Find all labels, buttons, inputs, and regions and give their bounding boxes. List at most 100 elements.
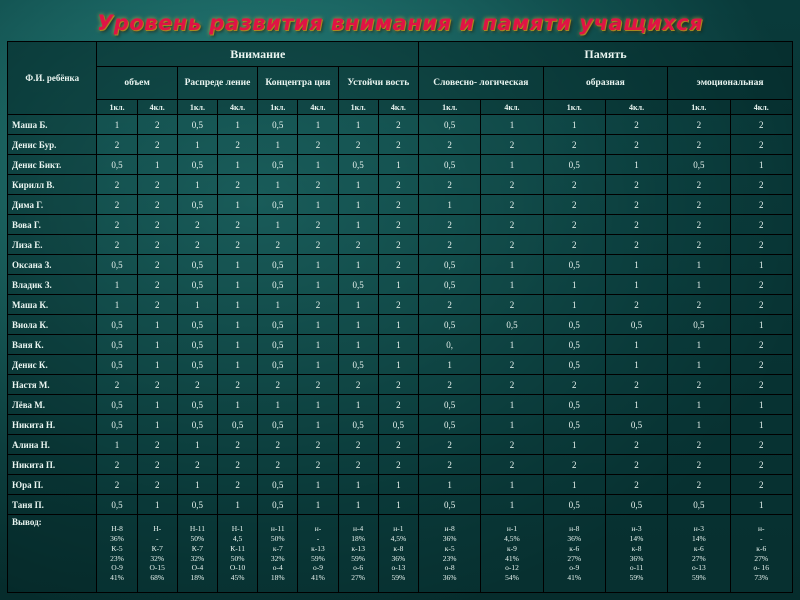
score-cell: 1: [377, 154, 420, 175]
table-row: Лёва М. 0,5 1 0,5 1 1 1 1 2 0,5 1 0,5 1 1 1: [6, 394, 793, 415]
grade-header-cell: 4кл.: [377, 99, 420, 115]
score-cell: 1: [297, 154, 339, 175]
score-cell: 1: [729, 414, 793, 435]
score-cell: 2: [729, 134, 793, 155]
grade-header-cell: 1кл.: [176, 99, 219, 115]
score-cell: 2: [418, 134, 482, 155]
score-cell: 0,5: [257, 154, 299, 175]
score-cell: 1: [216, 334, 259, 355]
summary-row: Вывод: Н-8 36% К-5 23% О-9 41% Н- - К-7 32…: [6, 514, 793, 593]
summary-cell: н- - к-13 59% о-9 41%: [297, 514, 339, 593]
score-cell: 1: [216, 354, 259, 375]
score-cell: 2: [729, 214, 793, 235]
score-cell: 0,5: [418, 314, 482, 335]
score-cell: 1: [176, 474, 219, 495]
score-cell: 1: [257, 294, 299, 315]
score-cell: 1: [136, 314, 178, 335]
score-cell: 2: [667, 294, 731, 315]
score-cell: 0,5: [257, 494, 299, 515]
score-cell: 0,5: [96, 334, 138, 355]
score-cell: 1: [297, 254, 339, 275]
score-cell: 2: [257, 454, 299, 475]
score-cell: 0,5: [96, 254, 138, 275]
score-cell: 2: [418, 374, 482, 395]
score-cell: 0,5: [257, 194, 299, 215]
score-cell: 0,5: [176, 314, 219, 335]
score-cell: 1: [604, 334, 669, 355]
score-cell: 0,5: [542, 254, 606, 275]
summary-cell: н-1 4,5% к-9 41% о-12 54%: [480, 514, 544, 593]
score-cell: 2: [297, 234, 339, 255]
score-cell: 1: [297, 394, 339, 415]
score-cell: 2: [418, 174, 482, 195]
score-cell: 2: [96, 174, 138, 195]
score-cell: 1: [96, 294, 138, 315]
score-cell: 2: [96, 374, 138, 395]
table-row: Дима Г. 2 2 0,5 1 0,5 1 1 2 1 2 2 2 2 2: [6, 194, 793, 215]
score-cell: 2: [667, 114, 731, 135]
score-cell: 2: [216, 434, 259, 455]
score-cell: 2: [136, 274, 178, 295]
score-cell: 1: [257, 394, 299, 415]
score-cell: 2: [604, 214, 669, 235]
score-cell: 1: [604, 254, 669, 275]
score-cell: 2: [136, 254, 178, 275]
table-row: Настя М. 2 2 2 2 2 2 2 2 2 2 2 2 2 2: [6, 374, 793, 395]
score-cell: 2: [480, 374, 544, 395]
score-cell: 2: [297, 454, 339, 475]
summary-cell: н-8 36% к-5 23% о-8 36%: [418, 514, 482, 593]
score-cell: 2: [729, 194, 793, 215]
grade-header-cell: 1кл.: [257, 99, 299, 115]
score-cell: 1: [136, 414, 178, 435]
score-cell: 0,5: [257, 334, 299, 355]
score-cell: 2: [667, 474, 731, 495]
score-cell: 2: [337, 374, 379, 395]
score-cell: 1: [418, 194, 482, 215]
score-cell: 2: [418, 214, 482, 235]
score-cell: 2: [337, 434, 379, 455]
score-cell: 2: [96, 194, 138, 215]
score-cell: 2: [729, 354, 793, 375]
col-header-emotional: эмоциональная: [667, 66, 793, 100]
score-cell: 0,5: [176, 394, 219, 415]
score-cell: 0,5: [542, 354, 606, 375]
score-cell: 0,5: [257, 314, 299, 335]
col-header-distribution: Распреде ление: [176, 66, 259, 100]
score-cell: 2: [377, 374, 420, 395]
score-cell: 2: [542, 454, 606, 475]
col-header-stability: Устойчи вость: [337, 66, 420, 100]
table-row: Маша Б. 1 2 0,5 1 0,5 1 1 2 0,5 1 1 2 2 2: [6, 114, 793, 135]
score-cell: 2: [542, 234, 606, 255]
score-cell: 1: [216, 314, 259, 335]
summary-cell: н-1 4,5% к-8 36% о-13 59%: [377, 514, 420, 593]
score-cell: 0,5: [480, 314, 544, 335]
grade-header-cell: 4кл.: [604, 99, 669, 115]
score-cell: 0,5: [176, 254, 219, 275]
score-cell: 0,5: [337, 274, 379, 295]
score-cell: 1: [337, 494, 379, 515]
score-cell: 1: [216, 154, 259, 175]
score-cell: 2: [377, 254, 420, 275]
score-cell: 1: [136, 354, 178, 375]
score-cell: 1: [216, 274, 259, 295]
score-cell: 0,5: [418, 254, 482, 275]
score-cell: 2: [377, 394, 420, 415]
table-row: Ваня К. 0,5 1 0,5 1 0,5 1 1 1 0, 1 0,5 1 1 2: [6, 334, 793, 355]
score-cell: 2: [377, 294, 420, 315]
score-cell: 2: [729, 274, 793, 295]
score-cell: 0,5: [176, 414, 219, 435]
score-cell: 1: [136, 154, 178, 175]
score-cell: 1: [480, 274, 544, 295]
grade-header-cell: 4кл.: [297, 99, 339, 115]
score-cell: 1: [216, 294, 259, 315]
score-cell: 2: [176, 214, 219, 235]
score-cell: 1: [96, 114, 138, 135]
score-cell: 2: [96, 474, 138, 495]
score-cell: 1: [729, 394, 793, 415]
score-cell: 0,5: [337, 354, 379, 375]
score-cell: 2: [377, 194, 420, 215]
score-cell: 2: [480, 194, 544, 215]
score-cell: 2: [136, 194, 178, 215]
table-row: Юра П. 2 2 1 2 0,5 1 1 1 1 1 1 2 2 2: [6, 474, 793, 495]
